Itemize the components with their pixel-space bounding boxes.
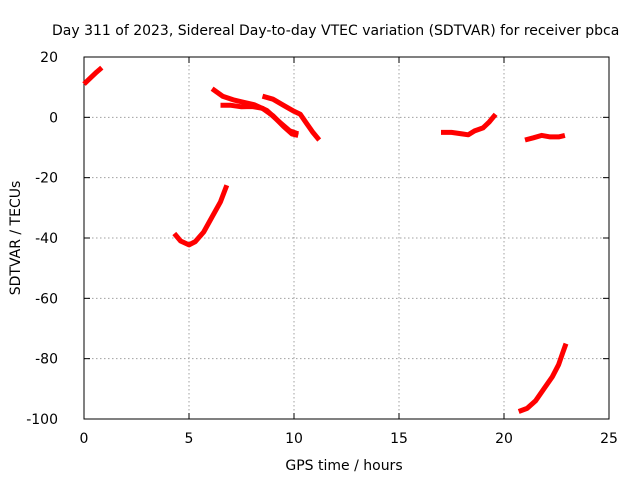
axis-ticks bbox=[83, 56, 610, 420]
series-arc-1 bbox=[82, 65, 104, 86]
x-tick-label: 0 bbox=[80, 431, 89, 447]
x-axis-label: GPS time / hours bbox=[285, 458, 402, 474]
data-series bbox=[82, 65, 569, 414]
x-tick-label: 10 bbox=[285, 431, 303, 447]
series-arc-4 bbox=[220, 102, 299, 138]
y-axis-label: SDTVAR / TECUs bbox=[8, 181, 24, 296]
series-arc-8 bbox=[517, 342, 569, 414]
x-tick-label: 15 bbox=[390, 431, 408, 447]
y-tick-label: -20 bbox=[35, 171, 58, 187]
y-tick-label: -40 bbox=[35, 231, 58, 247]
y-tick-label: 0 bbox=[49, 110, 58, 126]
y-tick-label: 20 bbox=[40, 50, 58, 66]
y-tick-labels: 20 0 -20 -40 -60 -80 -100 bbox=[26, 50, 58, 428]
y-tick-label: -80 bbox=[35, 352, 58, 368]
y-tick-label: -60 bbox=[35, 291, 58, 307]
y-tick-label: -100 bbox=[26, 412, 58, 428]
series-arc-7 bbox=[524, 132, 566, 143]
plot-frame bbox=[83, 56, 610, 420]
x-tick-label: 5 bbox=[185, 431, 194, 447]
series-arc-5 bbox=[261, 93, 322, 142]
x-tick-labels: 0 5 10 15 20 25 bbox=[80, 431, 618, 447]
x-tick-label: 20 bbox=[495, 431, 513, 447]
x-tick-label: 25 bbox=[600, 431, 618, 447]
series-arc-2 bbox=[172, 184, 230, 248]
series-arc-6 bbox=[441, 112, 498, 138]
chart-title: Day 311 of 2023, Sidereal Day-to-day VTE… bbox=[52, 23, 619, 39]
grid-lines bbox=[84, 57, 609, 419]
